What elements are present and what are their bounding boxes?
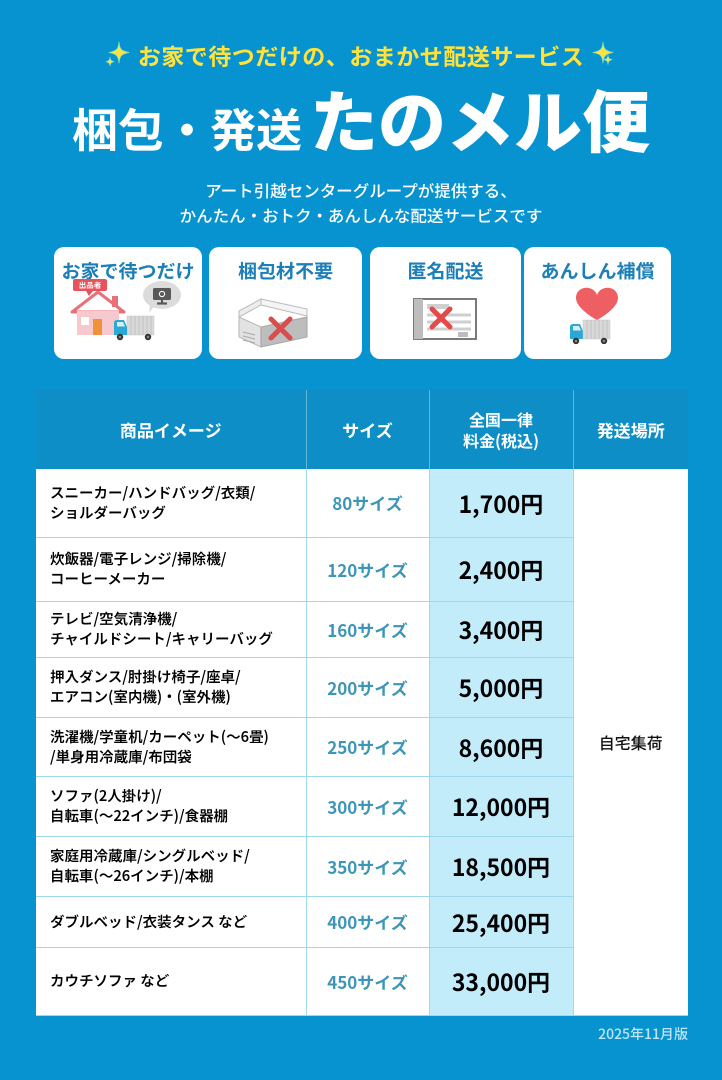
svg-text:出品者: 出品者 — [79, 280, 102, 291]
